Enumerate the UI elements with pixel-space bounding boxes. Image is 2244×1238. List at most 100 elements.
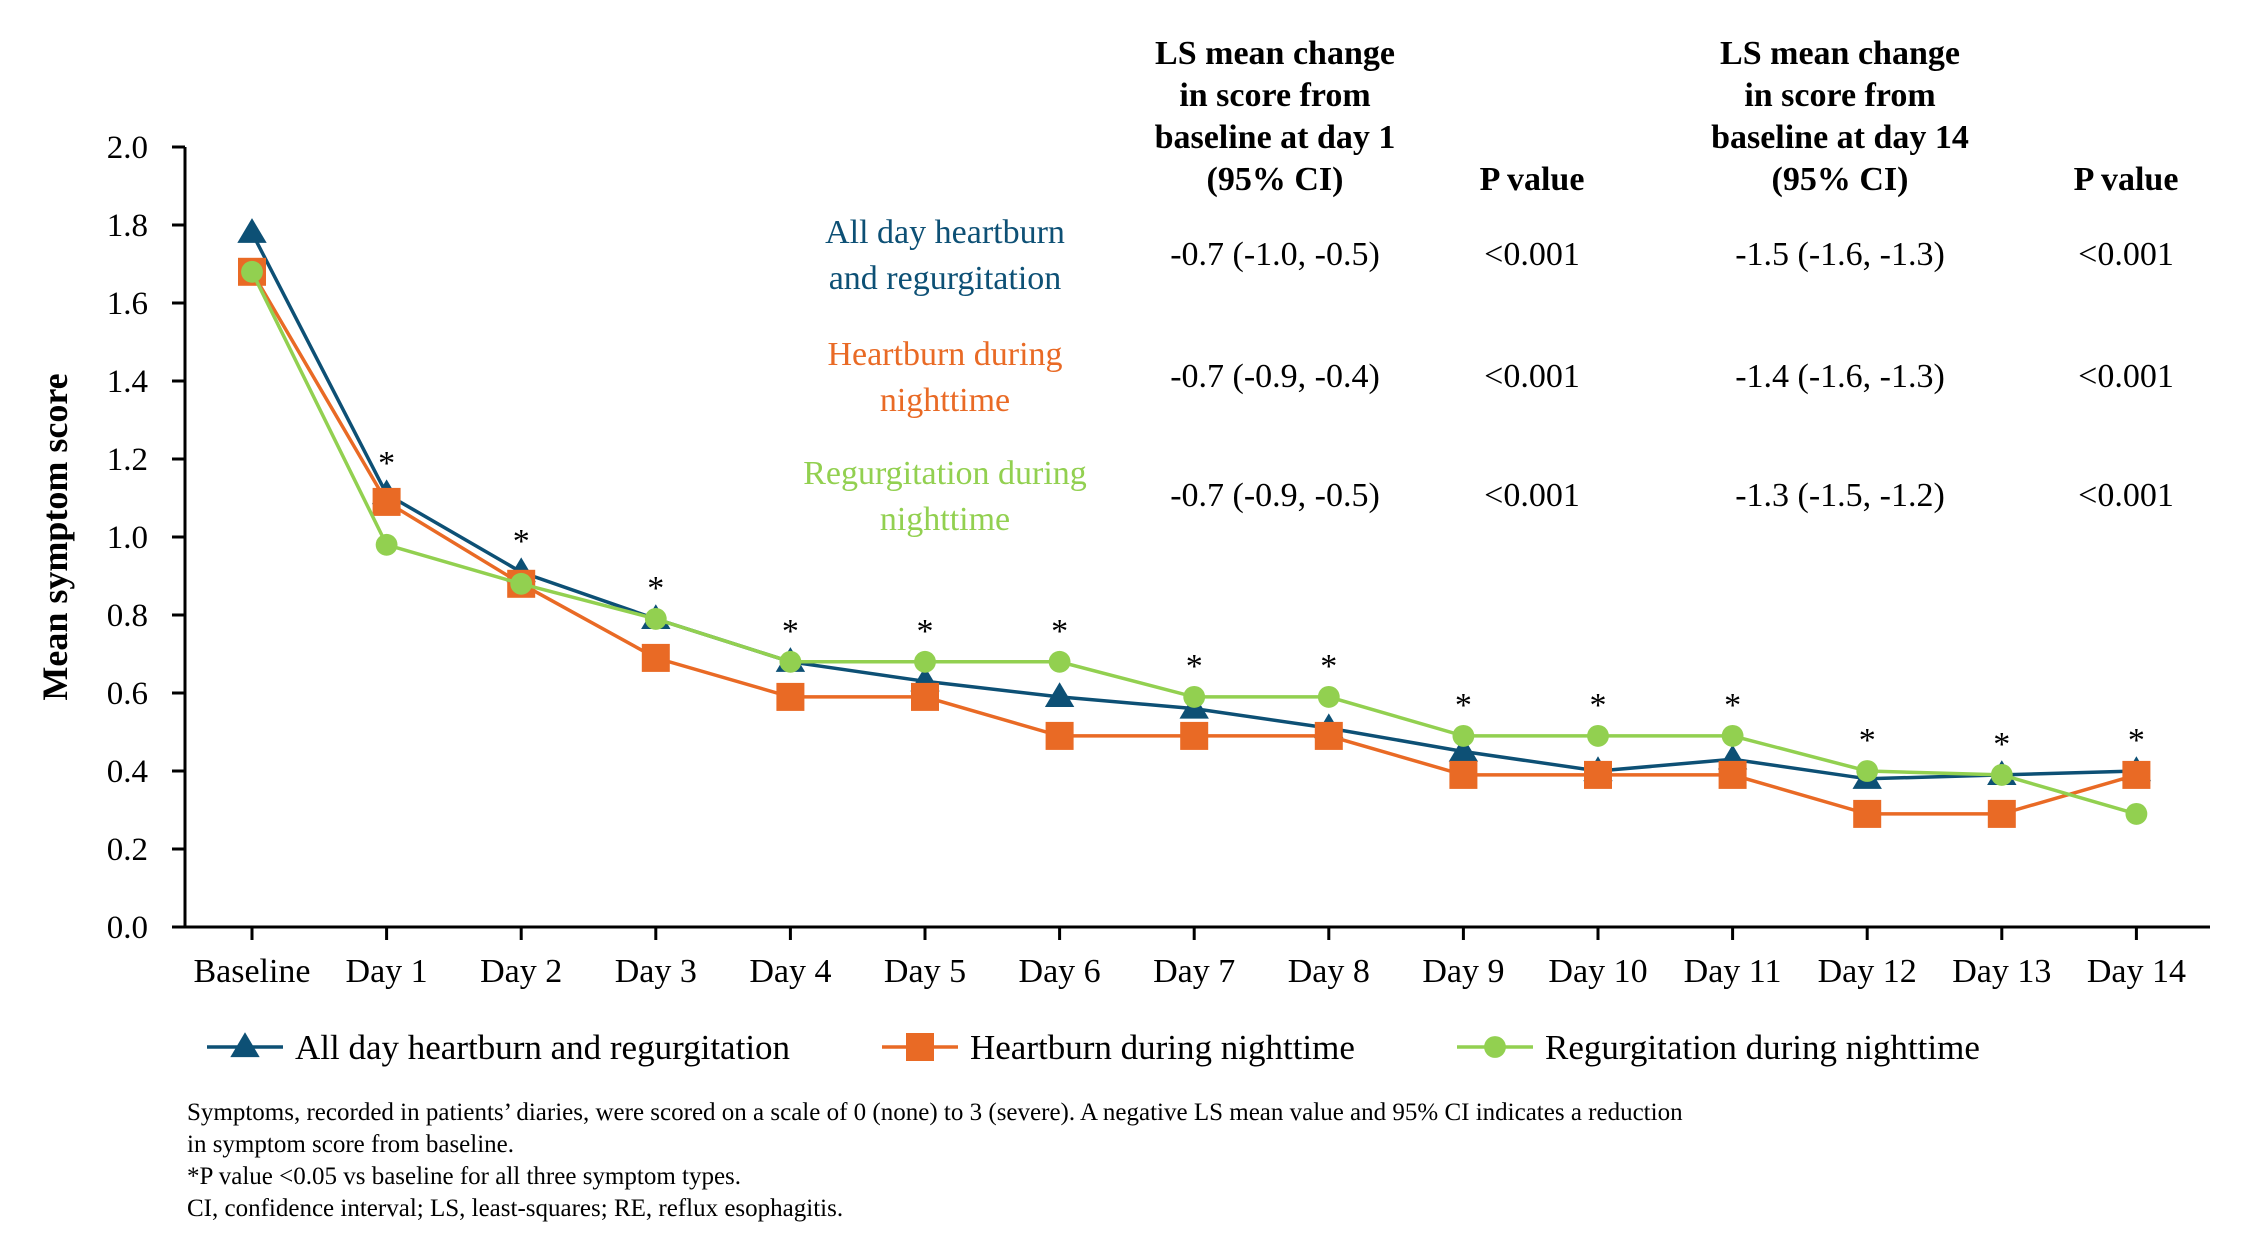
table-cell: -0.7 (-0.9, -0.5) bbox=[1170, 477, 1380, 514]
table-row-label: nighttime bbox=[880, 501, 1010, 538]
footnote: in symptom score from baseline. bbox=[187, 1131, 514, 1158]
x-tick-label: Day 10 bbox=[1548, 953, 1647, 990]
significance-asterisk: * bbox=[1320, 648, 1337, 685]
x-tick-label: Day 2 bbox=[480, 953, 562, 990]
data-point bbox=[1045, 721, 1074, 750]
table-header: LS mean change bbox=[1720, 35, 1960, 72]
data-point bbox=[1987, 799, 2016, 828]
legend-label: Regurgitation during nighttime bbox=[1545, 1028, 1980, 1067]
legend-marker bbox=[230, 1032, 260, 1058]
x-tick-label: Day 13 bbox=[1952, 953, 2051, 990]
data-point bbox=[641, 643, 670, 672]
data-point bbox=[776, 682, 805, 711]
table-row-label: All day heartburn bbox=[825, 214, 1065, 251]
y-tick-label: 1.2 bbox=[107, 442, 148, 478]
significance-asterisk: * bbox=[647, 570, 664, 607]
data-point bbox=[2122, 760, 2151, 789]
table-header: baseline at day 1 bbox=[1155, 119, 1396, 156]
data-point bbox=[375, 533, 398, 556]
data-point bbox=[1721, 724, 1744, 747]
significance-asterisk: * bbox=[1590, 687, 1607, 724]
data-point bbox=[1584, 760, 1612, 789]
table-header: P value bbox=[1480, 161, 1585, 198]
legend-marker bbox=[906, 1033, 934, 1061]
table-cell: <0.001 bbox=[2078, 236, 2174, 273]
table-cell: -1.4 (-1.6, -1.3) bbox=[1735, 358, 1945, 395]
significance-markers: * * * * * * * * * * * * * * bbox=[378, 445, 2145, 763]
data-point bbox=[1587, 724, 1609, 747]
table-cell: <0.001 bbox=[2078, 358, 2174, 395]
significance-asterisk: * bbox=[378, 445, 395, 482]
data-point bbox=[372, 487, 401, 516]
table-header: in score from bbox=[1744, 77, 1935, 114]
data-point bbox=[1452, 724, 1475, 747]
data-point bbox=[914, 650, 936, 673]
legend: All day heartburn and regurgitation Heart… bbox=[207, 1028, 1980, 1067]
x-tick-label: Day 6 bbox=[1019, 953, 1101, 990]
x-tick-label: Baseline bbox=[193, 953, 310, 990]
data-point bbox=[1448, 736, 1479, 762]
table-cell: -0.7 (-1.0, -0.5) bbox=[1170, 236, 1380, 273]
table-header: baseline at day 14 bbox=[1711, 119, 1969, 156]
footnotes: Symptoms, recorded in patients’ diaries,… bbox=[187, 1099, 1683, 1222]
data-point bbox=[1317, 685, 1340, 708]
significance-asterisk: * bbox=[1859, 722, 1876, 759]
data-point bbox=[510, 572, 533, 595]
data-point bbox=[1314, 721, 1343, 750]
series-3 bbox=[241, 260, 2148, 825]
y-tick-label: 1.0 bbox=[107, 520, 148, 556]
legend-item: Regurgitation during nighttime bbox=[1457, 1028, 1980, 1067]
legend-item: All day heartburn and regurgitation bbox=[207, 1028, 790, 1067]
table-cell: -0.7 (-0.9, -0.4) bbox=[1170, 358, 1380, 395]
table-header: (95% CI) bbox=[1772, 161, 1909, 198]
series-2 bbox=[238, 257, 2151, 828]
x-tick-label: Day 8 bbox=[1288, 953, 1370, 990]
table-cell: <0.001 bbox=[1484, 236, 1580, 273]
y-tick-label: 0.4 bbox=[107, 754, 148, 790]
data-point bbox=[1718, 760, 1747, 789]
x-tick-label: Day 9 bbox=[1422, 953, 1504, 990]
table-cell: -1.3 (-1.5, -1.2) bbox=[1735, 477, 1945, 514]
y-axis-label: Mean symptom score bbox=[35, 373, 75, 700]
data-series bbox=[237, 218, 2152, 828]
significance-asterisk: * bbox=[513, 523, 530, 560]
x-tick-label: Day 3 bbox=[615, 953, 697, 990]
data-point bbox=[1856, 760, 1879, 782]
significance-asterisk: * bbox=[2128, 722, 2145, 759]
table-row-label: Regurgitation during bbox=[803, 455, 1087, 492]
stats-table: LS mean change in score from baseline at d… bbox=[803, 35, 2178, 538]
data-point bbox=[779, 650, 802, 673]
data-point bbox=[1180, 721, 1209, 750]
data-point bbox=[2125, 802, 2148, 825]
x-tick-label: Day 4 bbox=[749, 953, 831, 990]
data-point bbox=[1048, 650, 1071, 673]
footnote: Symptoms, recorded in patients’ diaries,… bbox=[187, 1099, 1683, 1126]
table-cell: <0.001 bbox=[1484, 477, 1580, 514]
axes: 0.0 0.2 0.4 0.6 0.8 1.0 1.2 1.4 1.6 1.8 2.0 Baselin… bbox=[35, 130, 2210, 990]
y-tick-label: 1.6 bbox=[107, 286, 148, 322]
data-point bbox=[237, 218, 267, 243]
significance-asterisk: * bbox=[1455, 687, 1472, 724]
y-tick-label: 0.8 bbox=[107, 598, 148, 634]
table-header: in score from bbox=[1179, 77, 1370, 114]
y-tick-label: 2.0 bbox=[107, 130, 148, 166]
legend-label: All day heartburn and regurgitation bbox=[295, 1028, 790, 1067]
data-point bbox=[1449, 760, 1478, 789]
data-point bbox=[1044, 682, 1075, 707]
significance-asterisk: * bbox=[1993, 726, 2010, 763]
y-tick-label: 1.4 bbox=[107, 364, 148, 400]
table-header: P value bbox=[2074, 161, 2179, 198]
x-tick-label: Day 1 bbox=[346, 953, 428, 990]
x-tick-label: Day 5 bbox=[884, 953, 966, 990]
data-point bbox=[644, 607, 667, 630]
x-tick-label: Day 12 bbox=[1818, 953, 1917, 990]
significance-asterisk: * bbox=[1186, 648, 1203, 685]
significance-asterisk: * bbox=[1724, 687, 1741, 724]
x-tick-label: Day 14 bbox=[2087, 953, 2186, 990]
data-point bbox=[911, 682, 939, 711]
significance-asterisk: * bbox=[917, 613, 934, 650]
data-point bbox=[241, 260, 263, 283]
table-row-label: and regurgitation bbox=[829, 260, 1062, 297]
legend-item: Heartburn during nighttime bbox=[882, 1028, 1355, 1067]
y-tick-label: 0.6 bbox=[107, 676, 148, 712]
